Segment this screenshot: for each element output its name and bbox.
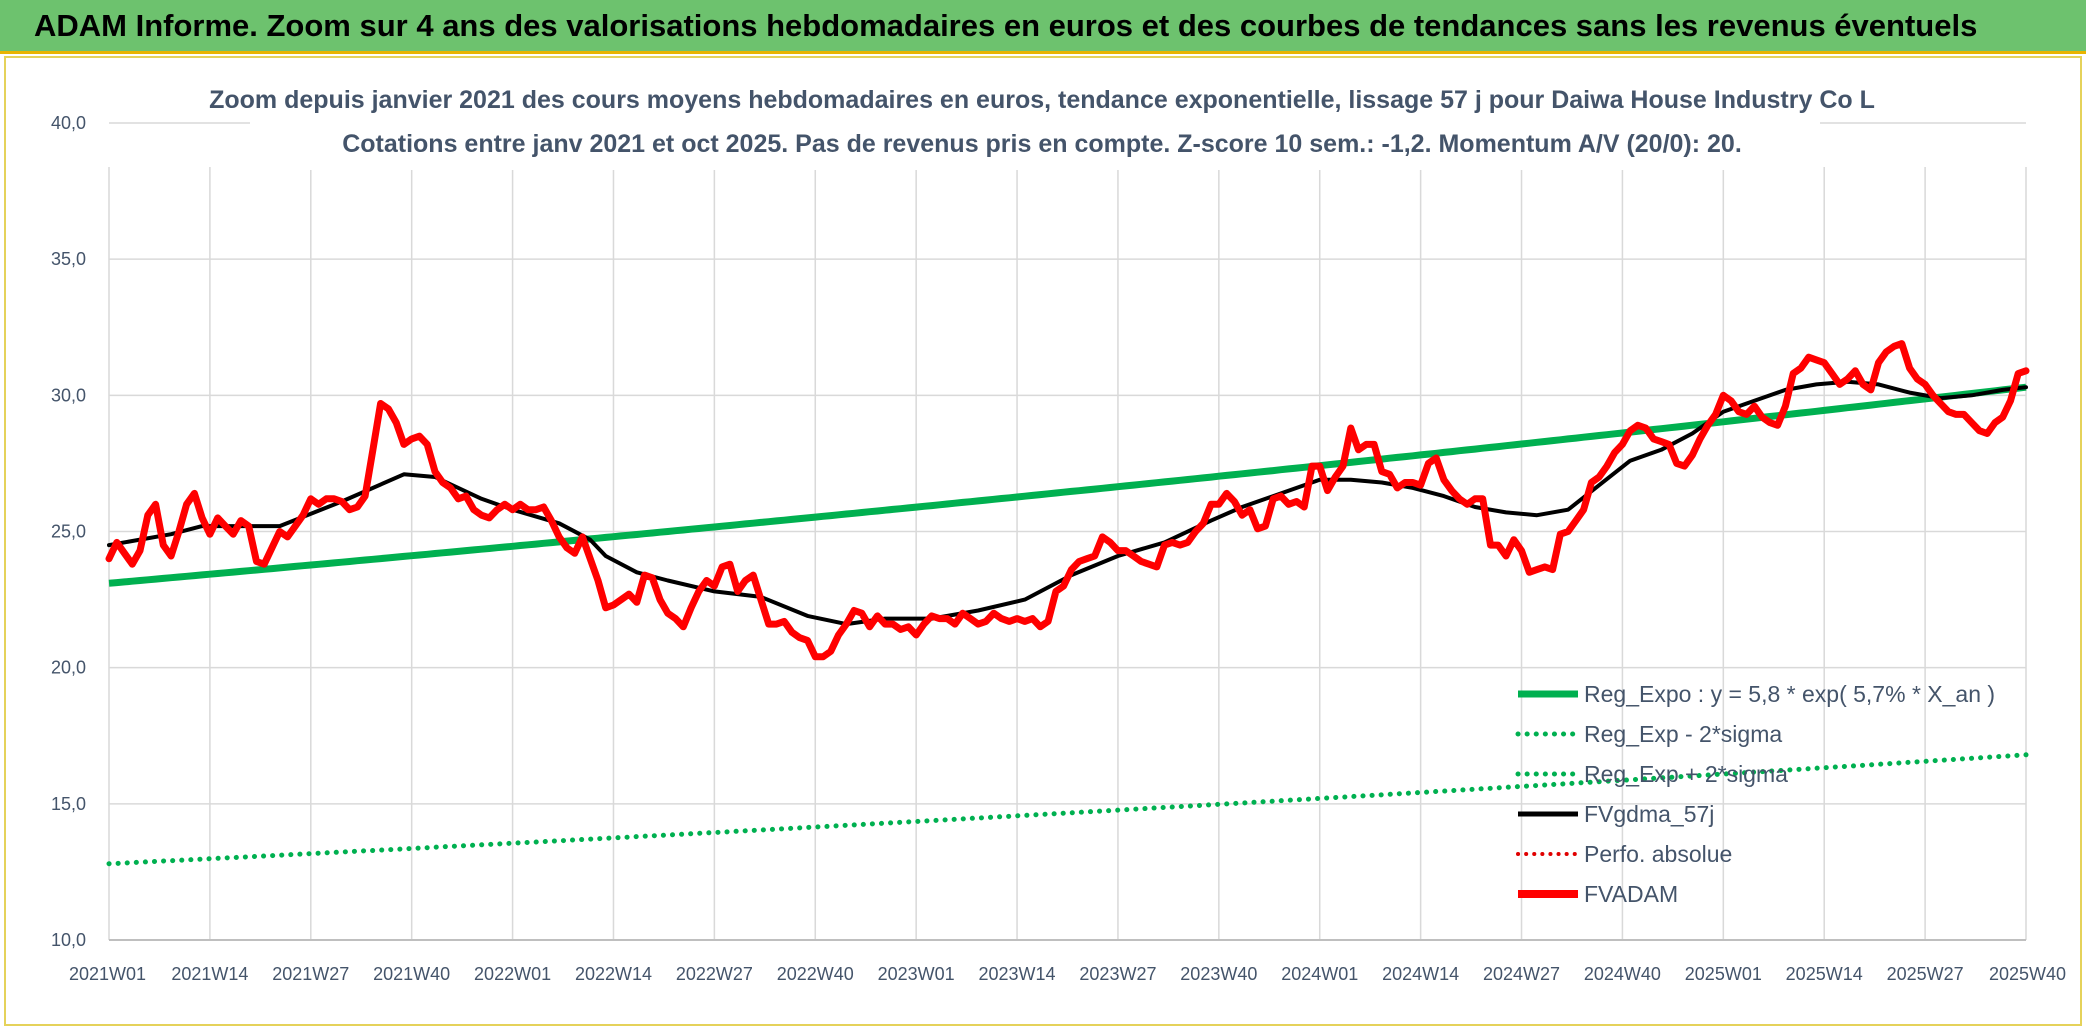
x-tick-label: 2025W14 [1786,964,1863,984]
legend-label-reg-minus-2sigma: Reg_Exp - 2*sigma [1584,721,1782,747]
chart-title-line-1: Zoom depuis janvier 2021 des cours moyen… [209,86,1875,114]
x-tick-label: 2022W40 [777,964,854,984]
grid [108,122,2027,941]
x-tick-label: 2021W14 [171,964,248,984]
x-tick-label: 2021W01 [69,964,146,984]
x-tick-label: 2025W01 [1685,964,1762,984]
series-fvadam [105,340,2030,661]
series-lines [105,340,2030,867]
y-tick-label: 35,0 [51,249,86,269]
x-tick-label: 2023W01 [878,964,955,984]
y-tick-label: 20,0 [51,658,86,678]
x-tick-label: 2022W01 [474,964,551,984]
y-tick-label: 25,0 [51,522,86,542]
x-tick-label: 2022W27 [676,964,753,984]
series-fvgdma-57j [107,379,2028,627]
legend-label-reg-plus-2sigma: Reg_Exp + 2*sigma [1584,761,1788,787]
chart-frame [4,56,2082,1026]
header-banner: ADAM Informe. Zoom sur 4 ans des valoris… [0,0,2086,54]
x-tick-label: 2024W14 [1382,964,1459,984]
legend-label-fvgdma: FVgdma_57j [1584,801,1714,827]
legend-label-reg-expo: Reg_Expo : y = 5,8 * exp( 5,7% * X_an ) [1584,681,1995,707]
x-tick-label: 2022W14 [575,964,652,984]
x-tick-label: 2025W27 [1887,964,1964,984]
x-tick-label: 2021W27 [272,964,349,984]
x-axis-ticks: 2021W01 2021W14 2021W27 2021W40 2022W01 2022W… [69,964,2066,984]
chart-title-line-2: Cotations entre janv 2021 et oct 2025. P… [342,130,1742,158]
legend: Reg_Expo : y = 5,8 * exp( 5,7% * X_an ) … [1515,681,1995,907]
x-tick-label: 2021W40 [373,964,450,984]
y-tick-label: 30,0 [51,385,86,405]
y-tick-label: 15,0 [51,794,86,814]
banner-title: ADAM Informe. Zoom sur 4 ans des valoris… [34,8,1978,43]
y-tick-label: 10,0 [51,930,86,950]
legend-label-fvadam: FVADAM [1584,881,1678,907]
x-tick-label: 2023W14 [979,964,1056,984]
y-tick-label: 40,0 [51,113,86,133]
x-tick-label: 2024W01 [1281,964,1358,984]
x-tick-label: 2025W40 [1989,964,2066,984]
x-tick-label: 2024W40 [1584,964,1661,984]
x-tick-label: 2024W27 [1483,964,1560,984]
series-reg-minus-2sigma [106,752,2029,867]
legend-label-perfo-absolue: Perfo. absolue [1584,841,1732,867]
y-axis-ticks: 10,0 15,0 20,0 25,0 30,0 35,0 40,0 [51,113,86,950]
title-background [250,80,1820,170]
x-tick-label: 2023W40 [1180,964,1257,984]
x-tick-label: 2023W27 [1079,964,1156,984]
